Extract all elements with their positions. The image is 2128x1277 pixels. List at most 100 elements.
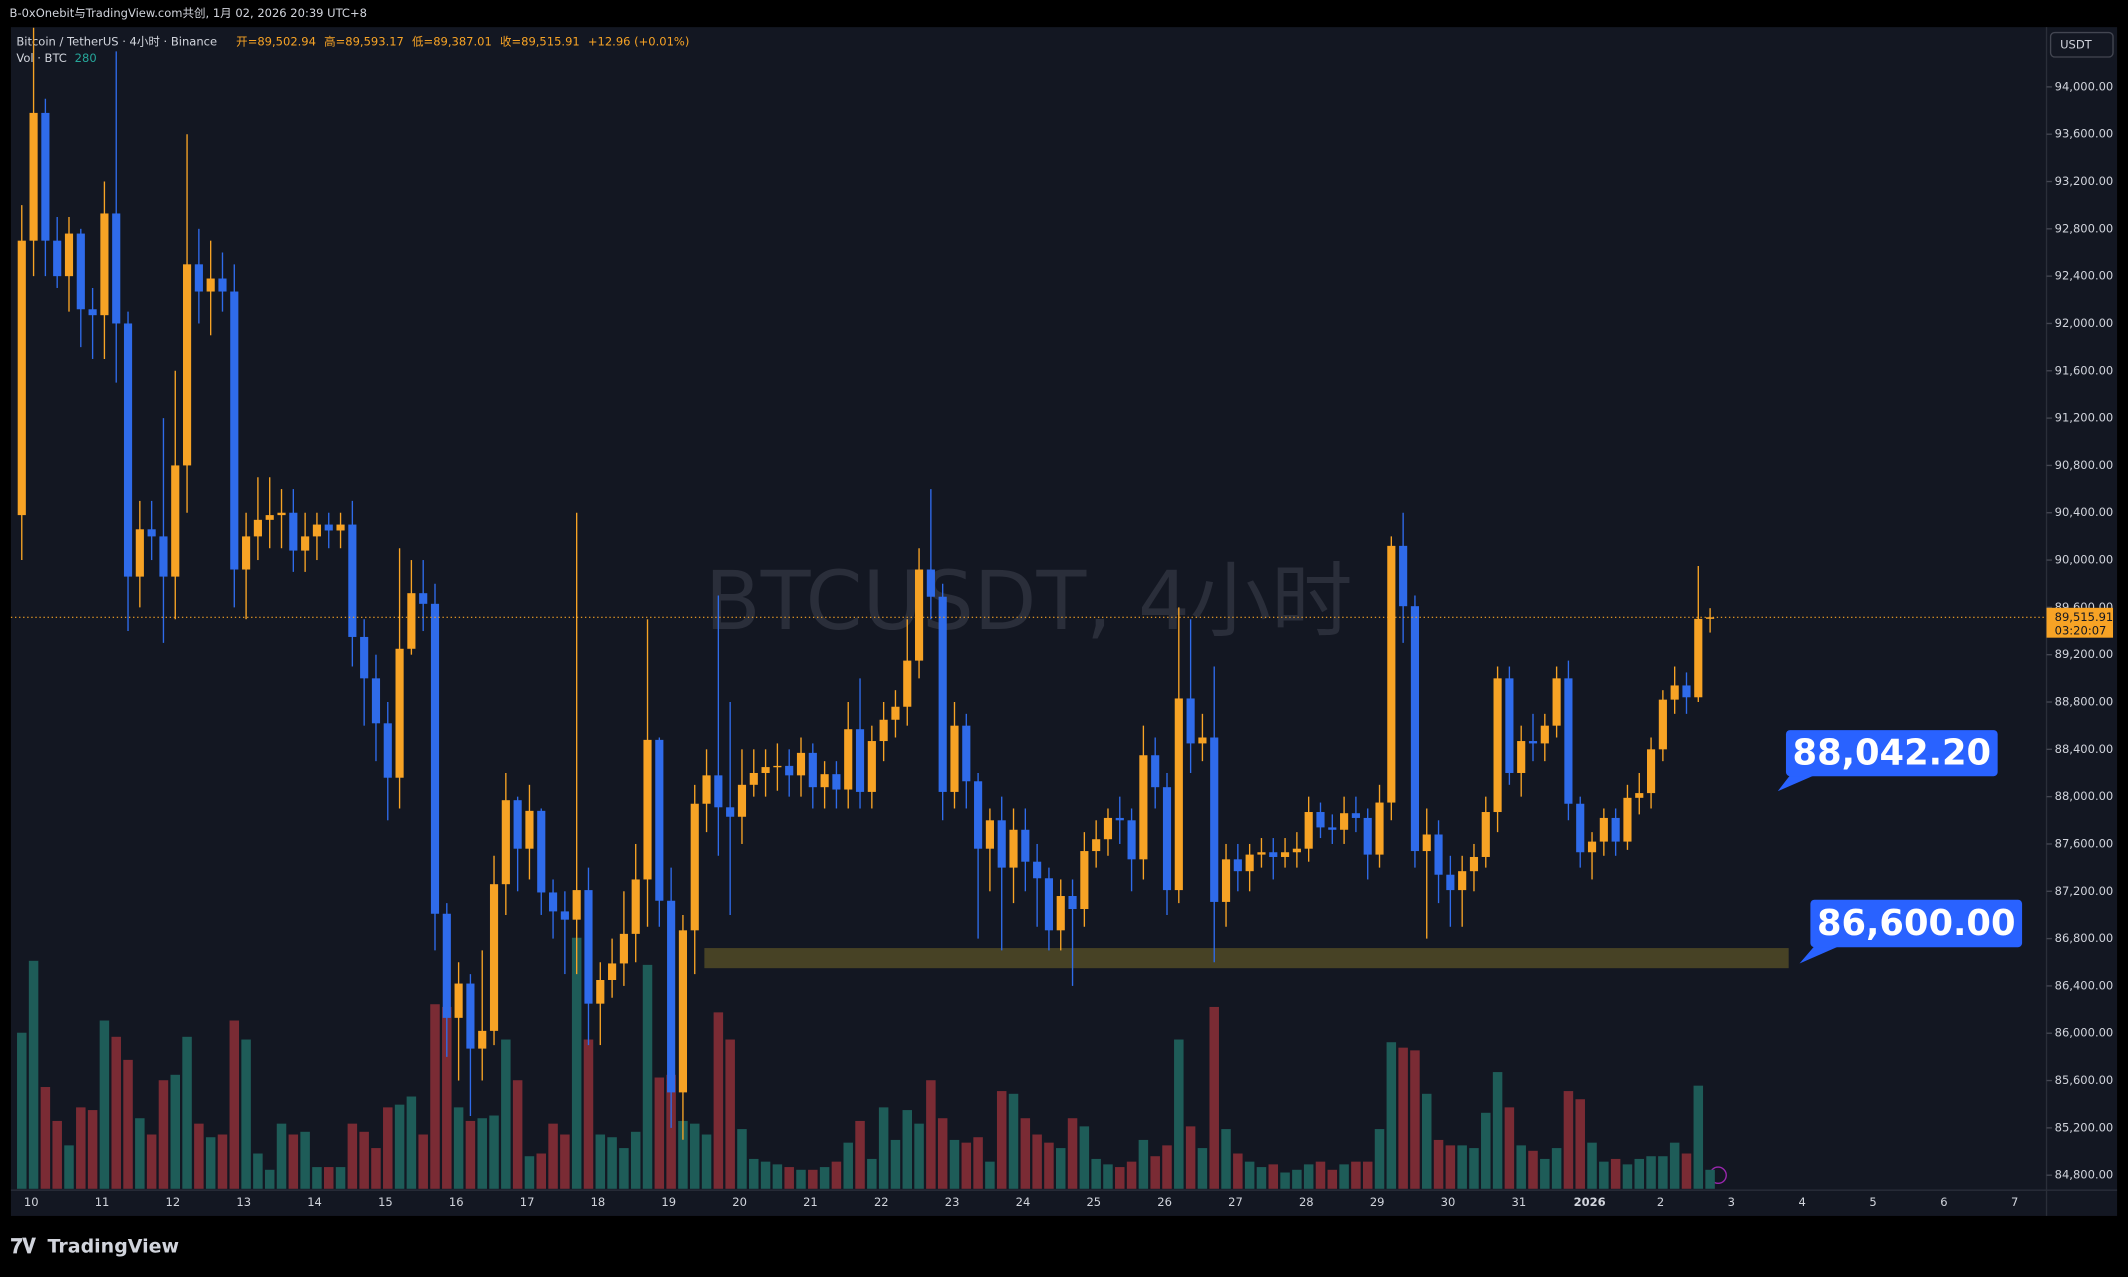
- candle-body: [1068, 896, 1077, 910]
- candle-body: [1469, 856, 1479, 872]
- volume-bar: [253, 1153, 263, 1189]
- volume-bar: [1492, 1072, 1503, 1189]
- volume-bar: [1221, 1129, 1231, 1189]
- y-tick-label: 88,800.00: [2055, 695, 2114, 709]
- volume-bar: [1233, 1153, 1243, 1189]
- candle-body: [41, 112, 50, 241]
- candle-body: [360, 636, 369, 679]
- candle-body: [1446, 874, 1455, 891]
- candle-body: [1493, 678, 1502, 813]
- volume-bar: [890, 1139, 901, 1189]
- volume-bar: [595, 1134, 606, 1189]
- x-tick-label: 18: [591, 1195, 606, 1209]
- candle-body: [702, 775, 711, 804]
- candle-body: [478, 1030, 487, 1049]
- volume-bar: [430, 1004, 440, 1189]
- currency-box[interactable]: [2049, 31, 2114, 58]
- volume-bar: [1457, 1145, 1467, 1189]
- candle-body: [1587, 841, 1597, 853]
- volume-bar: [1138, 1139, 1149, 1189]
- volume-bar: [1575, 1099, 1585, 1189]
- volume-bar: [323, 1167, 334, 1189]
- last-price-label: 89,515.91: [2055, 610, 2114, 624]
- x-tick-label: 13: [236, 1195, 251, 1209]
- callout-tail: [1777, 773, 1819, 792]
- y-tick-label: 91,600.00: [2055, 363, 2114, 377]
- candle-body: [1658, 699, 1667, 750]
- volume-bar: [1599, 1161, 1609, 1189]
- volume-bar: [359, 1131, 369, 1189]
- candle-body: [1233, 859, 1242, 872]
- volume-bar: [501, 1039, 511, 1189]
- volume-bar: [1410, 1050, 1420, 1189]
- y-tick-label: 90,800.00: [2055, 458, 2114, 472]
- candle-body: [643, 739, 652, 880]
- volume-bar: [843, 1142, 853, 1189]
- currency[interactable]: USDT: [2060, 37, 2093, 51]
- x-tick-label: 3: [1728, 1195, 1735, 1209]
- x-tick-label: 22: [874, 1195, 889, 1209]
- x-tick-label: 25: [1086, 1195, 1101, 1209]
- volume-bar: [996, 1091, 1007, 1189]
- support-zone: [704, 948, 1789, 969]
- candle-body: [891, 706, 900, 720]
- volume-bar: [973, 1137, 983, 1189]
- volume-bar: [1303, 1164, 1314, 1189]
- candle-body: [206, 278, 215, 292]
- candle-body: [1162, 787, 1172, 891]
- watermark: BTCUSDT, 4小时: [705, 554, 1353, 649]
- candle-body: [1694, 618, 1703, 698]
- volume-bar: [808, 1169, 818, 1189]
- volume-bar: [1126, 1161, 1137, 1189]
- callout-tail: [1799, 944, 1843, 964]
- candle-body: [1021, 829, 1030, 862]
- volume-bar: [111, 1036, 121, 1189]
- volume-bar: [406, 1096, 417, 1189]
- volume-bar: [772, 1164, 783, 1189]
- candle-body: [1056, 896, 1065, 931]
- candle-body: [1387, 545, 1396, 803]
- candle-body: [1328, 827, 1337, 830]
- x-tick-label: 16: [449, 1195, 464, 1209]
- volume-bar: [1315, 1161, 1326, 1189]
- candle-body: [265, 515, 274, 520]
- candle-body: [1670, 685, 1679, 700]
- volume-bar: [701, 1134, 712, 1189]
- candle-body: [301, 536, 310, 551]
- candle-body: [218, 278, 227, 292]
- candle-body: [1351, 813, 1360, 818]
- candle-body: [123, 323, 133, 577]
- volume-bar: [335, 1167, 346, 1189]
- candle-body: [1292, 848, 1301, 853]
- candle-body: [277, 512, 286, 516]
- y-tick-label: 86,800.00: [2055, 931, 2114, 945]
- volume-bar: [560, 1134, 570, 1189]
- volume-bar: [524, 1156, 535, 1189]
- volume-bar: [241, 1039, 251, 1189]
- candle-body: [171, 465, 180, 577]
- candle-body: [1139, 755, 1148, 860]
- volume-bar: [312, 1167, 322, 1189]
- volume-bar: [1280, 1172, 1290, 1189]
- x-tick-label: 27: [1228, 1195, 1243, 1209]
- candle-body: [773, 765, 782, 768]
- candle-body: [76, 233, 85, 310]
- x-tick-label: 23: [945, 1195, 960, 1209]
- candle-body: [714, 775, 723, 808]
- candle-body: [796, 752, 806, 776]
- candle-body: [855, 729, 865, 792]
- volume-bar: [689, 1123, 700, 1189]
- candle-body: [974, 781, 983, 849]
- y-tick-label: 92,800.00: [2055, 221, 2114, 235]
- candle-body: [1210, 737, 1219, 902]
- candle-body: [690, 803, 699, 931]
- x-tick-label: 11: [95, 1195, 110, 1209]
- candle-body: [395, 648, 404, 778]
- volume-bar: [17, 1032, 27, 1189]
- volume-bar: [489, 1115, 499, 1189]
- volume-bar: [1634, 1158, 1645, 1189]
- y-tick-label: 87,600.00: [2055, 836, 2114, 850]
- candle-body: [1646, 749, 1656, 794]
- volume-bar: [749, 1158, 759, 1189]
- candle-body: [147, 529, 156, 537]
